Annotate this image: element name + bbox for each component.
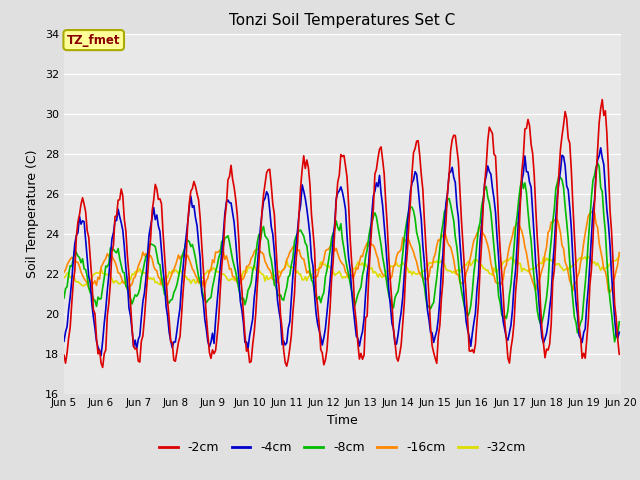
Title: Tonzi Soil Temperatures Set C: Tonzi Soil Temperatures Set C	[229, 13, 456, 28]
Y-axis label: Soil Temperature (C): Soil Temperature (C)	[26, 149, 39, 278]
Legend: -2cm, -4cm, -8cm, -16cm, -32cm: -2cm, -4cm, -8cm, -16cm, -32cm	[154, 436, 531, 459]
Text: TZ_fmet: TZ_fmet	[67, 34, 120, 47]
X-axis label: Time: Time	[327, 414, 358, 427]
